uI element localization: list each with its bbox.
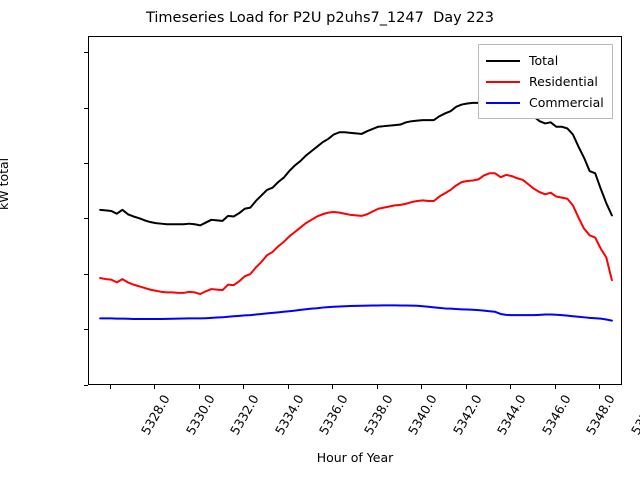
x-tick-label: 5330.0 — [182, 392, 218, 438]
x-tick-mark — [554, 385, 556, 389]
x-tick-mark — [510, 385, 512, 389]
x-tick-mark — [198, 385, 200, 389]
x-tick-label: 5328.0 — [138, 392, 173, 438]
legend-label: Total — [529, 53, 559, 68]
y-tick-mark — [84, 329, 88, 331]
legend-item-commercial[interactable]: Commercial — [486, 92, 604, 113]
x-tick-label: 5334.0 — [271, 392, 307, 438]
x-tick-label: 5332.0 — [227, 392, 262, 438]
legend-label: Residential — [529, 74, 598, 89]
x-tick-mark — [599, 385, 601, 389]
legend-label: Commercial — [529, 95, 604, 110]
x-tick-label: 5346.0 — [538, 392, 574, 438]
x-tick-mark — [109, 385, 111, 389]
series-line-residential — [99, 172, 613, 296]
series-line-commercial — [99, 304, 613, 322]
x-tick-label: 5338.0 — [360, 392, 396, 438]
x-tick-label: 5340.0 — [405, 392, 440, 438]
x-tick-label: 5342.0 — [449, 392, 485, 438]
legend-item-residential[interactable]: Residential — [486, 71, 604, 92]
y-tick-mark — [84, 384, 88, 386]
x-tick-mark — [287, 385, 289, 389]
chart-title: Timeseries Load for P2U p2uhs7_1247 Day … — [145, 10, 495, 26]
legend-swatch-icon — [486, 59, 520, 62]
x-tick-mark — [332, 385, 334, 389]
x-tick-label: 5350.0 — [627, 392, 640, 438]
x-tick-label: 5348.0 — [583, 392, 618, 438]
x-tick-mark — [243, 385, 245, 389]
y-tick-mark — [84, 107, 88, 109]
chart-legend: Total Residential Commercial — [478, 44, 613, 119]
y-tick-mark — [84, 273, 88, 275]
x-tick-mark — [421, 385, 423, 389]
x-tick-mark — [376, 385, 378, 389]
y-tick-mark — [84, 52, 88, 54]
legend-swatch-icon — [486, 80, 520, 83]
y-tick-mark — [84, 162, 88, 164]
x-axis-label: Hour of Year — [316, 450, 394, 465]
legend-item-total[interactable]: Total — [486, 50, 604, 71]
x-tick-mark — [154, 385, 156, 389]
y-tick-mark — [84, 218, 88, 220]
legend-swatch-icon — [486, 101, 520, 104]
y-axis-label: kW total — [0, 157, 11, 210]
x-tick-mark — [465, 385, 467, 389]
x-tick-label: 5336.0 — [316, 392, 351, 438]
x-tick-label: 5344.0 — [494, 392, 529, 438]
